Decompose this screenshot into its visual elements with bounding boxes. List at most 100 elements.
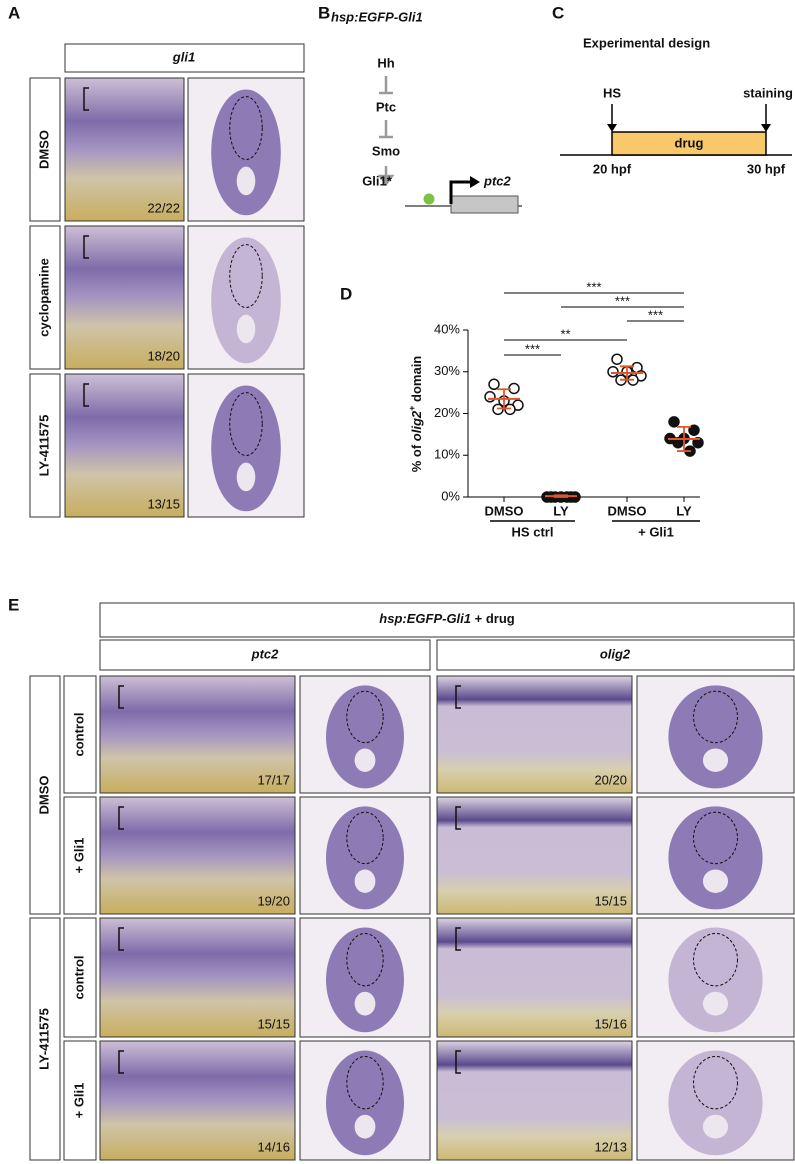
panel-b-graphics: [377, 76, 395, 187]
point: [484, 391, 496, 403]
x-tick-label: DMSO: [608, 503, 647, 518]
error-bar: [497, 388, 511, 410]
point: [688, 424, 700, 436]
side-box: [63, 1040, 97, 1161]
lateral-image: [99, 796, 296, 915]
lateral-image: [436, 675, 633, 794]
count: 20/20: [594, 772, 627, 787]
gene-header: gli1: [172, 49, 195, 64]
panel-letter: A: [8, 3, 20, 22]
side-box: [63, 675, 97, 794]
time: 20 hpf: [593, 161, 632, 176]
header-suffix: + drug: [471, 611, 515, 626]
pathway-node: Hh: [377, 55, 394, 70]
hs-head: [607, 124, 617, 132]
tissue: [668, 1050, 763, 1156]
bracket: [455, 927, 461, 951]
count: 13/15: [147, 496, 180, 511]
bracket: [455, 806, 461, 830]
neural-tube: [693, 811, 738, 865]
point: [668, 416, 680, 428]
y-label-part: domain: [409, 356, 424, 406]
side-label: LY-411575: [36, 415, 51, 477]
bracket: [118, 806, 124, 830]
notochord: [236, 166, 256, 196]
bracket: [83, 87, 89, 111]
tissue: [668, 927, 763, 1033]
count: 15/15: [594, 893, 627, 908]
y-axis-label: % of olig2+ domain: [407, 356, 424, 473]
side-box: [63, 796, 97, 915]
x-tick-label: DMSO: [485, 503, 524, 518]
bracket: [118, 927, 124, 951]
timeline: [560, 104, 792, 156]
neural-tube: [346, 1055, 384, 1110]
title: Experimental design: [583, 35, 710, 50]
side-label: LY-411575: [36, 1008, 51, 1070]
point: [611, 353, 623, 365]
y-label-part: +: [407, 406, 417, 411]
time: 30 hpf: [747, 161, 786, 176]
drug-box: [611, 131, 767, 156]
header-gene: hsp:EGFP-Gli1: [379, 611, 471, 626]
lateral-image: [99, 917, 296, 1038]
side-box: [29, 917, 61, 1161]
panel-letter: E: [8, 595, 19, 614]
tissue: [211, 385, 281, 512]
side-label: DMSO: [36, 130, 51, 169]
construct: [405, 176, 522, 214]
side-box: [29, 675, 61, 915]
side-label: DMSO: [36, 776, 51, 815]
count: 18/20: [147, 348, 180, 363]
promoter-head: [470, 176, 480, 188]
tissue: [668, 685, 763, 789]
notochord: [354, 869, 376, 893]
y-label-part: % of: [409, 441, 424, 472]
lateral-image: [99, 1040, 296, 1161]
column-header: olig2: [600, 646, 631, 661]
gli-dot: [423, 193, 435, 205]
tissue: [326, 806, 404, 910]
column-header: ptc2: [251, 646, 280, 661]
bracket: [118, 1050, 124, 1074]
neural-tube: [229, 392, 263, 457]
neural-tube: [693, 1055, 738, 1110]
event: staining: [743, 85, 793, 100]
column-box: [99, 639, 431, 671]
side-box: [63, 917, 97, 1038]
group-label: + Gli1: [638, 524, 674, 539]
notochord: [354, 1114, 376, 1139]
panel-letter: D: [340, 284, 352, 303]
box-label: drug: [675, 135, 704, 150]
stain-head: [761, 124, 771, 132]
header-box: [64, 43, 305, 73]
count: 15/15: [257, 1016, 290, 1031]
neural-tube: [693, 932, 738, 987]
point: [488, 378, 500, 391]
count: 19/20: [257, 893, 290, 908]
tissue: [668, 806, 763, 910]
significance-label: ***: [586, 279, 601, 294]
significance-label: ***: [615, 293, 630, 308]
lateral-image: [64, 225, 185, 370]
error-bar: [677, 425, 691, 452]
gene-box: [450, 195, 519, 214]
side-box: [29, 373, 61, 518]
tissue: [211, 237, 281, 364]
count: 22/22: [147, 200, 180, 215]
group-label: HS ctrl: [512, 524, 554, 539]
x-tick-label: LY: [553, 503, 569, 518]
bracket: [83, 235, 89, 259]
y-tick-label: 20%: [434, 405, 460, 420]
bracket: [455, 685, 461, 709]
lateral-image: [64, 373, 185, 518]
target-gene: ptc2: [483, 173, 512, 188]
pathway-node: Smo: [372, 143, 400, 158]
point: [692, 436, 704, 449]
lateral-image: [436, 1040, 633, 1161]
panel-letter: B: [318, 3, 330, 22]
side-label: + Gli1: [71, 838, 86, 874]
neural-tube: [229, 96, 263, 161]
